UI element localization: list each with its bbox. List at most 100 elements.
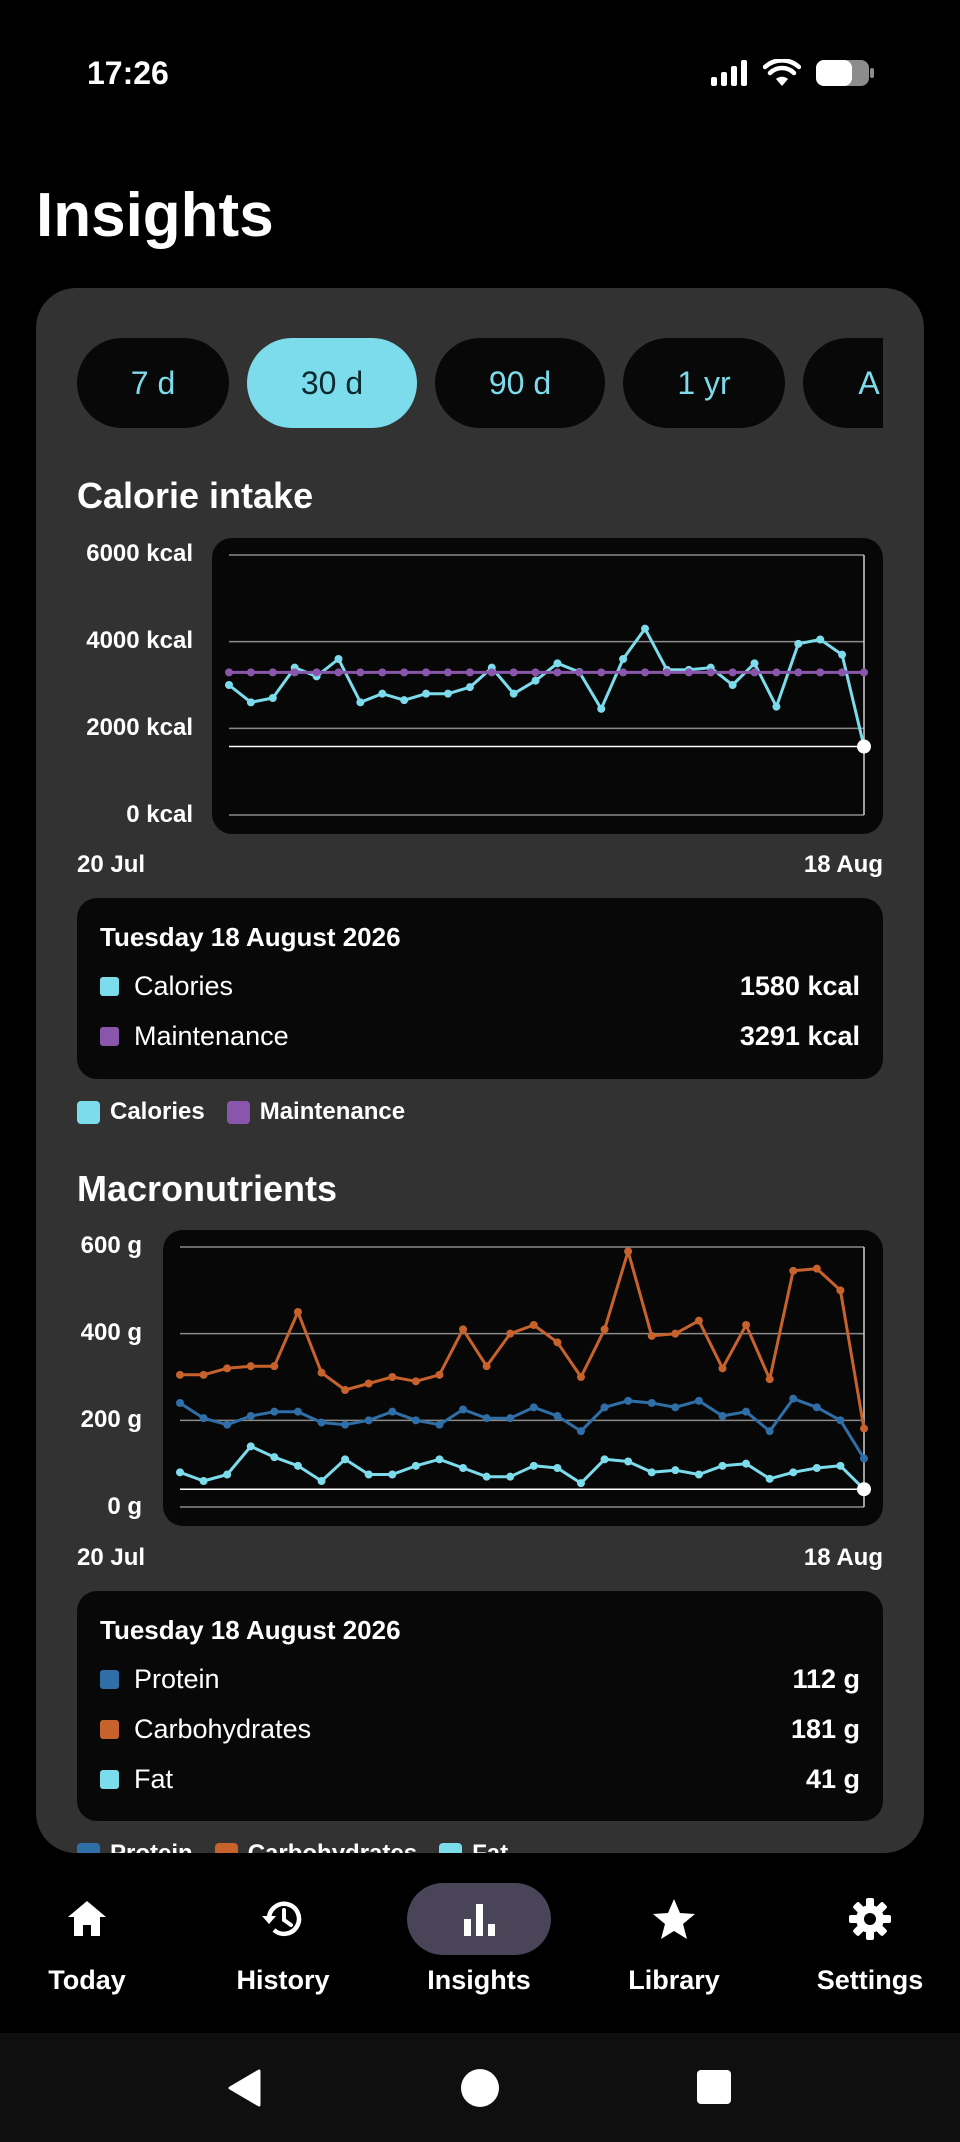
bar-chart-icon <box>464 1904 495 1936</box>
range-tab-90d[interactable]: 90 d <box>435 338 605 428</box>
tooltip-label: Maintenance <box>134 1020 289 1051</box>
macros-x-start: 20 Jul <box>77 1544 146 1571</box>
tooltip-value: 112 g <box>792 1663 860 1694</box>
tooltip-row-fat: Fat 41 g <box>100 1759 860 1799</box>
data-point <box>176 1399 184 1407</box>
data-point <box>388 1373 397 1381</box>
star-icon <box>653 1899 695 1939</box>
data-point <box>411 1416 420 1425</box>
data-point <box>422 668 431 677</box>
recents-icon[interactable] <box>696 2069 732 2105</box>
data-point <box>293 1308 302 1316</box>
legend-item-fat[interactable]: Fat <box>439 1840 508 1853</box>
calorie-chart[interactable] <box>212 538 883 834</box>
data-point <box>422 689 431 698</box>
data-point <box>838 650 847 659</box>
data-point <box>223 1420 232 1429</box>
data-point <box>225 681 233 689</box>
calorie-legend: Calories Maintenance <box>77 1098 405 1126</box>
data-point <box>531 668 540 677</box>
range-tab-1yr[interactable]: 1 yr <box>623 338 785 428</box>
series-line-fat <box>179 1444 866 1491</box>
range-tab-30d[interactable]: 30 d <box>247 338 417 428</box>
data-point <box>199 1414 208 1423</box>
home-circle-icon[interactable] <box>460 2068 500 2108</box>
data-point <box>671 1403 680 1412</box>
data-point <box>647 1468 656 1477</box>
data-point <box>836 1461 845 1470</box>
data-point <box>624 1247 633 1256</box>
nav-item-insights[interactable]: Insights <box>399 1881 559 2011</box>
legend-label: Fat <box>472 1840 508 1853</box>
data-point <box>706 668 715 677</box>
legend-label: Carbohydrates <box>248 1840 417 1853</box>
data-point <box>772 668 781 677</box>
data-point <box>641 624 650 633</box>
data-point <box>553 659 562 668</box>
range-tab-all[interactable]: A <box>803 338 883 428</box>
status-time: 17:26 <box>87 55 169 91</box>
back-icon[interactable] <box>226 2069 264 2107</box>
range-tab-7d[interactable]: 7 d <box>77 338 229 428</box>
data-point <box>750 668 759 677</box>
data-point <box>765 1474 774 1483</box>
data-point <box>443 668 452 677</box>
data-point <box>400 668 409 677</box>
data-point <box>576 1479 585 1488</box>
data-point <box>794 668 803 677</box>
legend-item-maintenance[interactable]: Maintenance <box>226 1098 405 1126</box>
data-point <box>364 1416 373 1425</box>
data-point <box>293 1461 302 1470</box>
signal-icon <box>711 60 747 86</box>
data-point <box>728 681 737 689</box>
data-point <box>443 689 452 698</box>
system-navigation-bar <box>0 2033 960 2142</box>
data-point <box>293 1407 302 1416</box>
legend-item-calories[interactable]: Calories <box>77 1098 205 1126</box>
data-point <box>600 1325 609 1334</box>
calorie-ytick: 2000 kcal <box>86 714 193 741</box>
data-point <box>694 1316 703 1325</box>
data-point <box>482 1414 491 1423</box>
data-point <box>812 1464 821 1472</box>
nav-label: History <box>236 1965 330 1995</box>
data-point <box>531 676 540 685</box>
macros-chart[interactable] <box>163 1230 883 1526</box>
data-point <box>364 1379 373 1388</box>
data-point <box>246 698 255 707</box>
data-point <box>812 1264 821 1273</box>
tooltip-date: Tuesday 18 August 2026 <box>100 1615 401 1645</box>
tooltip-value: 1580 kcal <box>739 970 860 1001</box>
data-point <box>772 702 781 711</box>
data-point <box>619 655 628 663</box>
nav-item-library[interactable]: Library <box>594 1881 754 2011</box>
data-point <box>794 639 803 648</box>
selection-point <box>857 1482 871 1497</box>
data-point <box>487 668 496 677</box>
nav-label: Insights <box>427 1965 531 1995</box>
legend-swatch <box>439 1842 463 1853</box>
data-point <box>176 1468 184 1477</box>
nav-item-history[interactable]: History <box>203 1881 363 2011</box>
data-point <box>341 1386 350 1394</box>
nav-item-settings[interactable]: Settings <box>790 1881 950 2011</box>
data-point <box>836 1286 845 1295</box>
legend-swatch <box>77 1842 100 1853</box>
data-point <box>647 1331 656 1340</box>
legend-item-carbohydrates[interactable]: Carbohydrates <box>214 1840 417 1853</box>
data-point <box>334 668 343 677</box>
tooltip-date: Tuesday 18 August 2026 <box>100 922 401 952</box>
data-point <box>718 1461 727 1470</box>
data-point <box>246 1442 255 1451</box>
data-point <box>718 1364 727 1373</box>
legend-item-protein[interactable]: Protein <box>77 1840 193 1853</box>
data-point <box>812 1403 821 1412</box>
legend-label: Protein <box>110 1840 193 1853</box>
calorie-x-start: 20 Jul <box>77 851 146 878</box>
nav-item-today[interactable]: Today <box>7 1881 167 2011</box>
data-point <box>576 1373 585 1381</box>
data-point <box>246 1412 255 1420</box>
data-point <box>388 1470 397 1479</box>
data-point <box>597 668 606 677</box>
tooltip-label: Fat <box>134 1763 174 1794</box>
